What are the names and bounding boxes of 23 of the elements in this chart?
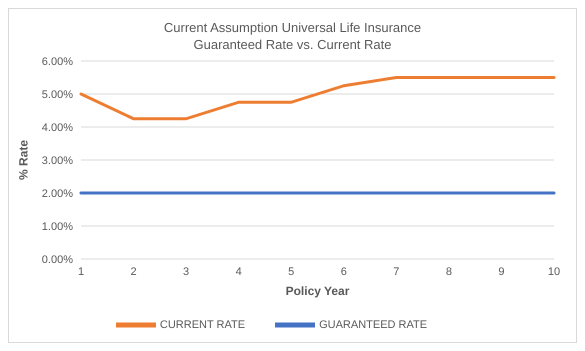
x-tick-label: 3 <box>183 266 190 278</box>
y-tick-label: 1.00% <box>42 220 74 233</box>
x-tick-label: 4 <box>236 266 242 278</box>
x-tick-label: 10 <box>548 266 560 278</box>
legend-label: CURRENT RATE <box>160 318 246 331</box>
x-tick-label: 2 <box>130 266 137 278</box>
x-tick-label: 7 <box>393 266 400 278</box>
x-axis-title: Policy Year <box>286 284 350 298</box>
x-tick-label: 6 <box>340 266 347 278</box>
y-tick-label: 2.00% <box>42 188 74 200</box>
line-series <box>80 76 556 120</box>
chart-title: Current Assumption Universal Life Insurance Guaranteed Rate vs. Current Rate <box>162 19 422 53</box>
y-tick-label: 0.00% <box>42 254 74 266</box>
legend-label: GUARANTEED RATE <box>319 318 428 331</box>
x-tick-label: 8 <box>446 266 452 278</box>
y-tick-label: 6.00% <box>42 56 74 68</box>
y-tick-label: 3.00% <box>42 154 74 167</box>
x-tick-label: 1 <box>78 266 84 278</box>
x-tick-label: 5 <box>288 266 294 278</box>
y-axis-title: % Rate <box>16 140 30 180</box>
y-tick-label: 4.00% <box>42 122 74 134</box>
x-tick-label: 9 <box>498 266 505 278</box>
y-tick-label: 5.00% <box>42 88 74 101</box>
